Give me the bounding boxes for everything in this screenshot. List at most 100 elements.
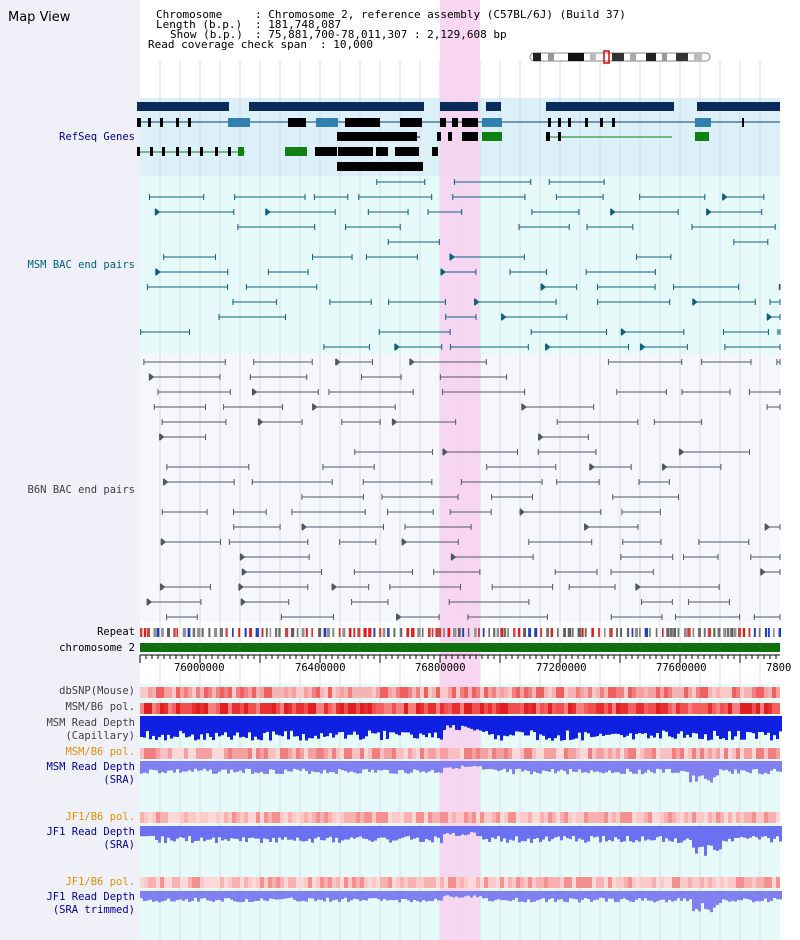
depth-bin (461, 826, 464, 835)
ideogram-band (548, 53, 554, 61)
depth-bin (626, 761, 629, 769)
polymorphism-bin (420, 703, 424, 714)
polymorphism-bin (220, 877, 224, 888)
gene-exon (742, 118, 744, 127)
polymorphism-bin (156, 748, 160, 759)
depth-bin (464, 761, 467, 767)
bac-arrow (662, 463, 668, 471)
depth-bin (680, 826, 683, 843)
polymorphism-bin (740, 812, 744, 823)
track-label-jf1-depth-sra-1[interactable]: JF1 Read Depth (46, 826, 135, 838)
repeat-element (462, 628, 465, 637)
depth-bin (149, 716, 152, 740)
polymorphism-bin (588, 877, 592, 888)
polymorphism-bin (268, 703, 272, 714)
depth-bin (647, 716, 650, 739)
polymorphism-bin (144, 703, 148, 714)
polymorphism-bin (588, 748, 592, 759)
depth-bin (410, 716, 413, 735)
polymorphism-bin (168, 812, 172, 823)
depth-bin (749, 716, 752, 733)
track-label-msm-depth-capillary-1[interactable]: MSM Read Depth (46, 717, 135, 729)
polymorphism-bin (396, 748, 400, 759)
polymorphism-bin (288, 877, 292, 888)
depth-bin (335, 891, 338, 900)
polymorphism-bin (744, 703, 748, 714)
depth-bin (719, 826, 722, 850)
ideogram-band (694, 53, 702, 61)
depth-bin (314, 761, 317, 773)
depth-bin (698, 826, 701, 848)
track-label-msm-depth-sra-1[interactable]: MSM Read Depth (46, 761, 135, 773)
depth-bin (293, 716, 296, 737)
polymorphism-bin (652, 812, 656, 823)
depth-bin (323, 826, 326, 841)
polymorphism-bin (752, 703, 756, 714)
depth-bin (425, 826, 428, 840)
depth-bin (356, 761, 359, 774)
depth-bin (347, 761, 350, 773)
polymorphism-bin (460, 687, 464, 698)
polymorphism-bin (240, 748, 244, 759)
polymorphism-bin (192, 703, 196, 714)
polymorphism-bin (624, 687, 628, 698)
repeat-element (644, 628, 649, 637)
depth-bin (746, 826, 749, 839)
polymorphism-bin (300, 877, 304, 888)
repeat-element (546, 628, 550, 637)
track-label-refseq[interactable]: RefSeq Genes (59, 131, 135, 143)
polymorphism-bin (296, 687, 300, 698)
depth-bin (713, 761, 716, 778)
track-label-repeat[interactable]: Repeat (97, 626, 135, 638)
depth-bin (572, 716, 575, 740)
depth-bin (572, 891, 575, 899)
polymorphism-bin (328, 703, 332, 714)
track-label-jf1-b6-pol-2[interactable]: JF1/B6 pol. (65, 876, 135, 888)
track-label-msm-b6-pol[interactable]: MSM/B6 pol. (65, 701, 135, 713)
polymorphism-bin (260, 748, 264, 759)
track-label-b6n-bac[interactable]: B6N BAC end pairs (27, 484, 135, 496)
polymorphism-bin (272, 687, 276, 698)
depth-bin (269, 891, 272, 899)
track-label-jf1-depth-trim-1[interactable]: JF1 Read Depth (46, 891, 135, 903)
depth-bin (554, 716, 557, 739)
ruler-tick-label: 76000000 (174, 662, 225, 674)
gene-exon (316, 118, 338, 127)
track-label-msm-b6-pol-2[interactable]: MSM/B6 pol. (65, 746, 135, 758)
depth-bin (704, 826, 707, 856)
polymorphism-bin (412, 703, 416, 714)
depth-bin (455, 716, 458, 730)
bac-arrow (760, 568, 766, 576)
polymorphism-bin (480, 748, 484, 759)
polymorphism-bin (384, 812, 388, 823)
track-label-dbsnp[interactable]: dbSNP(Mouse) (59, 685, 135, 697)
depth-bin (770, 716, 773, 741)
polymorphism-bin (592, 687, 596, 698)
depth-bin (758, 891, 761, 902)
depth-bin (659, 891, 662, 900)
polymorphism-bin (488, 687, 492, 698)
depth-bin (158, 761, 161, 774)
depth-bin (719, 716, 722, 740)
depth-bin (728, 826, 731, 839)
depth-bin (161, 891, 164, 902)
repeat-element (513, 628, 516, 637)
polymorphism-bin (556, 812, 560, 823)
depth-bin (356, 891, 359, 900)
depth-bin (242, 761, 245, 773)
repeat-element (326, 628, 331, 637)
bac-arrow (312, 403, 318, 411)
depth-bin (449, 761, 452, 768)
track-label-jf1-b6-pol[interactable]: JF1/B6 pol. (65, 811, 135, 823)
depth-bin (362, 826, 365, 839)
polymorphism-bin (196, 877, 200, 888)
gene-exon (395, 147, 419, 156)
polymorphism-bin (468, 877, 472, 888)
repeat-element (753, 628, 756, 637)
track-label-msm-bac[interactable]: MSM BAC end pairs (27, 259, 135, 271)
polymorphism-bin (620, 687, 624, 698)
polymorphism-bin (564, 812, 568, 823)
depth-bin (695, 716, 698, 734)
polymorphism-bin (428, 748, 432, 759)
repeat-element (639, 628, 641, 637)
